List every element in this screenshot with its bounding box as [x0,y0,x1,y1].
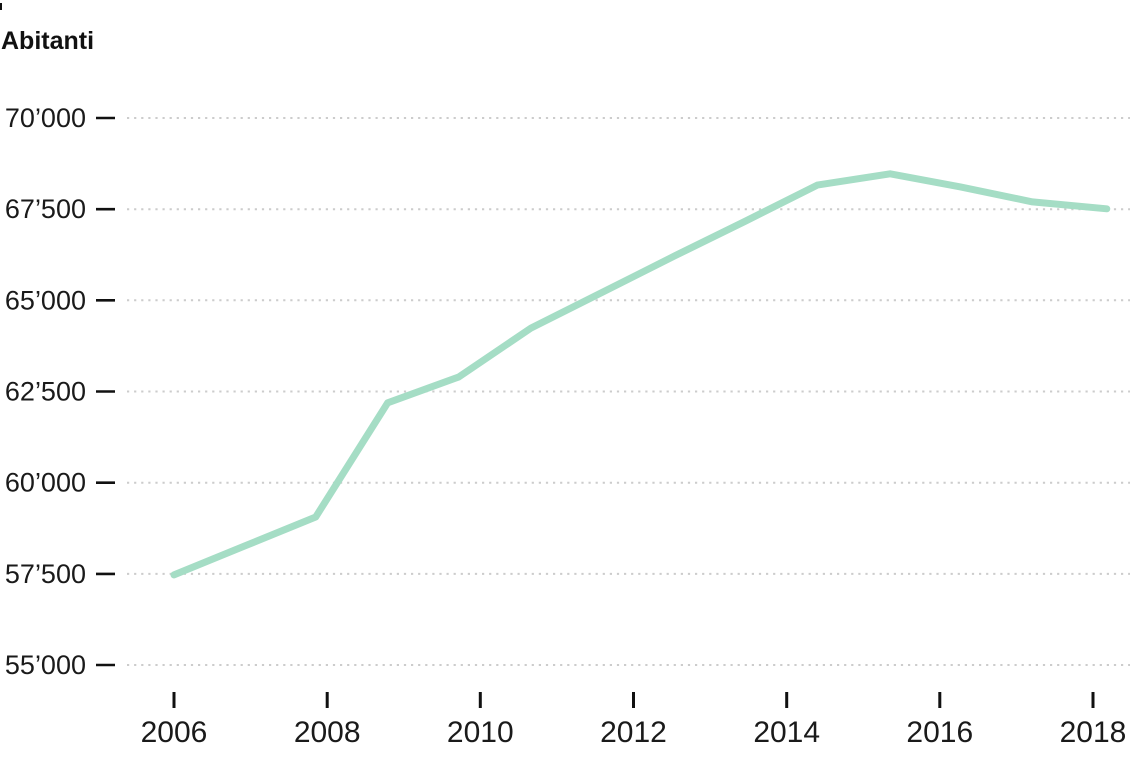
x-axis-tick-label: 2016 [906,716,973,749]
y-axis-tick-label: 60’000 [5,468,86,498]
y-axis-tick-label: 67’500 [5,194,86,224]
population-line [170,170,1111,579]
x-axis-tick-label: 2012 [600,716,667,749]
y-axis-tick-label: 70’000 [5,103,86,133]
x-axis-tick-label: 2006 [141,716,208,749]
y-axis-tick-label: 55’000 [5,650,86,680]
x-axis-tick-label: 2014 [753,716,820,749]
screen-edge-artifact [0,3,2,10]
y-axis-tick-label: 62’500 [5,377,86,407]
x-axis-tick-label: 2018 [1060,716,1127,749]
chart-title: Abitanti [1,27,95,55]
y-axis-tick-label: 57’500 [5,559,86,589]
y-axis-tick-label: 65’000 [5,285,86,315]
x-axis-tick-label: 2010 [447,716,514,749]
x-axis-tick-label: 2008 [294,716,361,749]
